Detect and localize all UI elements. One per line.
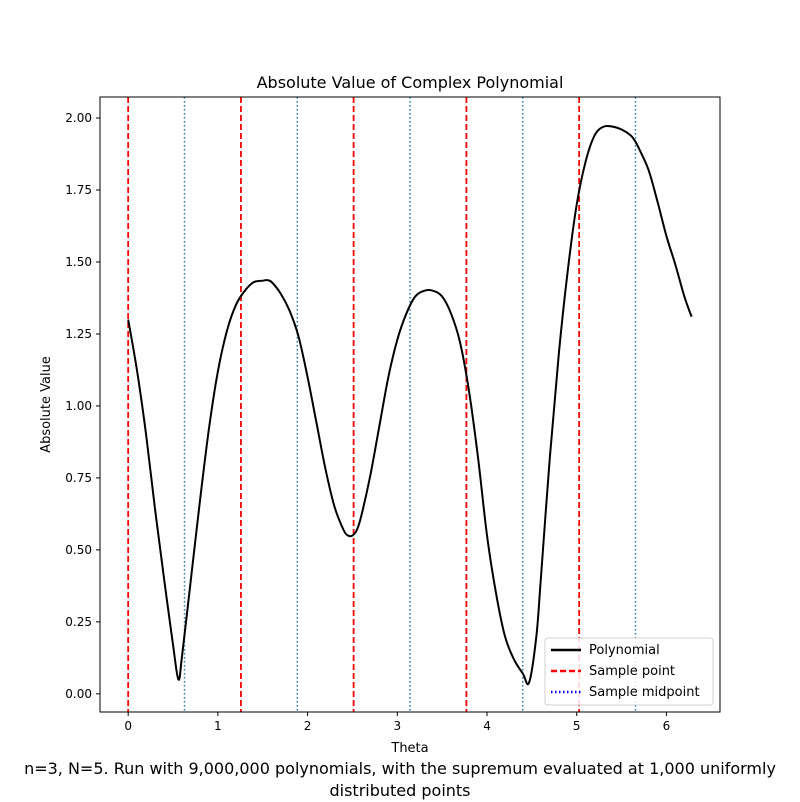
x-tick-label: 6 (663, 719, 671, 733)
y-tick-label: 1.00 (65, 399, 92, 413)
y-tick-label: 0.00 (65, 687, 92, 701)
x-tick-label: 4 (483, 719, 491, 733)
chart-figure: Absolute Value of Complex Polynomial 0 1 2… (39, 73, 721, 756)
y-axis: 0.00 0.25 0.50 0.75 1.00 1.25 1.50 1.75 2.00 (65, 111, 100, 701)
legend-box (544, 637, 714, 706)
x-tick-label: 0 (124, 719, 132, 733)
x-axis-label: Theta (390, 741, 428, 756)
y-tick-label: 0.75 (65, 471, 92, 485)
y-tick-label: 0.50 (65, 543, 92, 557)
legend-label: Polynomial (589, 643, 660, 658)
vertical-lines (127, 97, 637, 712)
plot-frame (99, 96, 721, 713)
y-tick-label: 1.25 (65, 327, 92, 341)
x-axis: 0 1 2 3 4 5 6 (124, 712, 670, 733)
x-tick-label: 5 (573, 719, 581, 733)
y-axis-label: Absolute Value (39, 356, 54, 453)
y-tick-label: 0.25 (65, 615, 92, 629)
chart-title: Absolute Value of Complex Polynomial (257, 73, 564, 92)
x-tick-label: 1 (214, 719, 222, 733)
y-tick-label: 1.75 (65, 183, 92, 197)
x-tick-label: 2 (304, 719, 312, 733)
y-tick-label: 2.00 (65, 111, 92, 125)
figure-caption: n=3, N=5. Run with 9,000,000 polynomials… (24, 759, 776, 800)
polynomial-line (127, 124, 693, 686)
legend-label: Sample midpoint (589, 685, 700, 700)
x-tick-label: 3 (393, 719, 401, 733)
legend: Polynomial Sample point Sample midpoint (544, 637, 714, 706)
legend-label: Sample point (589, 664, 675, 679)
y-tick-label: 1.50 (65, 255, 92, 269)
